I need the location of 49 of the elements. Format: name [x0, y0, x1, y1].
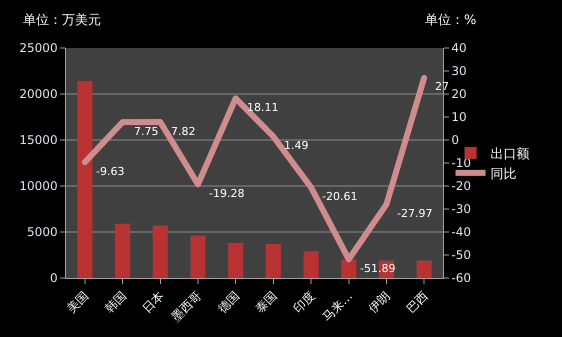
bar [416, 260, 432, 278]
y2-tick-label: -50 [451, 248, 472, 262]
y2-tick-label: 40 [451, 41, 467, 56]
y-tick-label: 5000 [27, 225, 58, 240]
y2-tick-label: 0 [451, 133, 460, 148]
y2-tick-label: -40 [451, 225, 472, 240]
x-tick-label: 巴西 [404, 288, 431, 316]
y2-tick-label: -20 [451, 179, 472, 194]
data-label: 27 [435, 80, 449, 93]
data-label: -20.61 [322, 190, 358, 203]
y2-tick-label: -30 [451, 202, 472, 216]
data-label: 7.75 [134, 125, 158, 138]
data-label: 7.82 [171, 125, 196, 138]
y2-tick-label: -60 [451, 271, 472, 286]
y2-tick-label: 20 [451, 87, 467, 102]
bar [190, 236, 206, 278]
bar [228, 243, 244, 278]
x-tick-label: 德国 [215, 288, 242, 316]
x-tick-label: 美国 [64, 288, 92, 316]
data-label: 1.49 [284, 139, 308, 152]
data-label: -27.97 [397, 207, 432, 220]
data-label: 18.11 [247, 101, 278, 114]
y-tick-label: 10000 [19, 179, 58, 194]
y2-tick-label: 10 [451, 110, 467, 124]
legend-label: 出口额 [490, 147, 530, 162]
y-tick-label: 15000 [19, 133, 58, 148]
y2-axis-title: 单位：% [425, 13, 476, 28]
y2-tick-label: -10 [451, 156, 472, 170]
bar [77, 81, 92, 278]
y-tick-label: 0 [50, 271, 58, 286]
x-tick-label: 印度 [290, 288, 318, 316]
data-label: -9.63 [96, 165, 124, 178]
x-tick-label: 日本 [140, 288, 167, 316]
x-tick-label: 韩国 [102, 288, 129, 316]
bar [341, 260, 356, 278]
x-tick-label: 泰国 [252, 288, 280, 316]
x-tick-label: 马来… [320, 288, 356, 324]
data-label: -19.28 [209, 187, 244, 200]
x-tick-label: 伊朗 [366, 288, 393, 316]
bar [152, 226, 168, 278]
y-tick-label: 20000 [19, 87, 58, 102]
bar [304, 251, 319, 278]
y-axis-title: 单位：万美元 [23, 12, 101, 28]
legend-label: 同比 [490, 166, 517, 182]
bar [266, 244, 281, 278]
y-tick-label: 25000 [19, 41, 58, 56]
bar [115, 224, 130, 278]
x-tick-label: 墨西哥 [168, 288, 204, 324]
y2-tick-label: 30 [451, 64, 467, 78]
